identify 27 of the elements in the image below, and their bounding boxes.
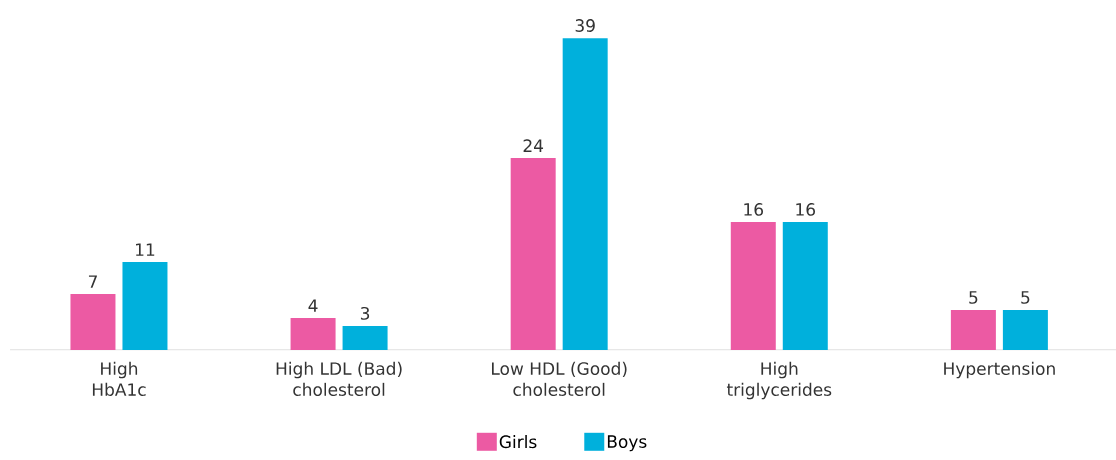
- bar: [290, 318, 336, 350]
- bar: [562, 38, 608, 350]
- data-label: 11: [136, 243, 155, 256]
- x-tick-label: High HbA1c: [92, 361, 146, 396]
- data-label: 5: [1021, 291, 1030, 304]
- bar: [70, 294, 116, 350]
- x-tick-label: Low HDL (Good) cholesterol: [492, 361, 627, 396]
- legend-label: Girls: [499, 435, 537, 449]
- legend-label: Boys: [607, 435, 647, 452]
- data-label: 16: [744, 203, 764, 216]
- x-tick-label: High triglycerides: [726, 361, 832, 400]
- data-label: 5: [969, 291, 978, 304]
- x-tick-label: Hypertension: [944, 361, 1055, 379]
- x-tick-label: High LDL (Bad) cholesterol: [276, 361, 402, 396]
- bar: [1002, 310, 1048, 350]
- bar: [730, 222, 776, 350]
- data-label: 24: [523, 139, 544, 152]
- data-label: 16: [796, 203, 816, 216]
- data-label: 39: [575, 19, 595, 32]
- bar: [950, 310, 996, 350]
- data-label: 3: [360, 306, 370, 320]
- bar: [342, 326, 388, 350]
- data-label: 4: [308, 299, 318, 312]
- bar: [122, 262, 168, 350]
- bar: [510, 158, 556, 350]
- data-label: 7: [88, 275, 97, 288]
- bar: [782, 222, 828, 350]
